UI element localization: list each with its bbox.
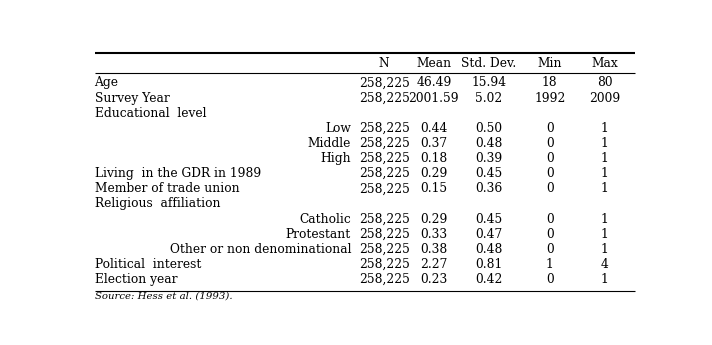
Text: Protestant: Protestant xyxy=(286,228,351,241)
Text: Member of trade union: Member of trade union xyxy=(95,182,239,195)
Text: Religious  affiliation: Religious affiliation xyxy=(95,197,220,210)
Text: 80: 80 xyxy=(597,77,613,89)
Text: Age: Age xyxy=(95,77,118,89)
Text: Source: Hess et al. (1993).: Source: Hess et al. (1993). xyxy=(95,291,232,300)
Text: 0: 0 xyxy=(546,167,554,180)
Text: 0.36: 0.36 xyxy=(476,182,503,195)
Text: 0.50: 0.50 xyxy=(476,122,503,135)
Text: 1: 1 xyxy=(546,258,554,271)
Text: 258,225: 258,225 xyxy=(359,77,409,89)
Text: 18: 18 xyxy=(542,77,557,89)
Text: 258,225: 258,225 xyxy=(359,152,409,165)
Text: Survey Year: Survey Year xyxy=(95,91,169,105)
Text: 1: 1 xyxy=(601,228,609,241)
Text: 0.48: 0.48 xyxy=(476,243,503,256)
Text: 2001.59: 2001.59 xyxy=(409,91,459,105)
Text: 258,225: 258,225 xyxy=(359,122,409,135)
Text: N: N xyxy=(379,58,389,70)
Text: 0.45: 0.45 xyxy=(476,213,503,226)
Text: 0.39: 0.39 xyxy=(476,152,503,165)
Text: 0.23: 0.23 xyxy=(420,273,448,286)
Text: 1992: 1992 xyxy=(534,91,565,105)
Text: Political  interest: Political interest xyxy=(95,258,201,271)
Text: 0.81: 0.81 xyxy=(476,258,503,271)
Text: 5.02: 5.02 xyxy=(476,91,503,105)
Text: High: High xyxy=(320,152,351,165)
Text: 0.48: 0.48 xyxy=(476,137,503,150)
Text: 0.42: 0.42 xyxy=(476,273,503,286)
Text: 258,225: 258,225 xyxy=(359,213,409,226)
Text: 1: 1 xyxy=(601,182,609,195)
Text: 0.47: 0.47 xyxy=(476,228,503,241)
Text: 0.18: 0.18 xyxy=(420,152,448,165)
Text: 0.29: 0.29 xyxy=(420,167,448,180)
Text: 258,225: 258,225 xyxy=(359,228,409,241)
Text: Other or non denominational: Other or non denominational xyxy=(169,243,351,256)
Text: 0.33: 0.33 xyxy=(420,228,447,241)
Text: 0: 0 xyxy=(546,213,554,226)
Text: 258,225: 258,225 xyxy=(359,137,409,150)
Text: 15.94: 15.94 xyxy=(471,77,507,89)
Text: 0.38: 0.38 xyxy=(420,243,448,256)
Text: 1: 1 xyxy=(601,243,609,256)
Text: Election year: Election year xyxy=(95,273,177,286)
Text: Living  in the GDR in 1989: Living in the GDR in 1989 xyxy=(95,167,261,180)
Text: 0: 0 xyxy=(546,243,554,256)
Text: 1: 1 xyxy=(601,137,609,150)
Text: Mean: Mean xyxy=(417,58,451,70)
Text: 4: 4 xyxy=(601,258,609,271)
Text: 0: 0 xyxy=(546,122,554,135)
Text: 0: 0 xyxy=(546,152,554,165)
Text: 258,225: 258,225 xyxy=(359,167,409,180)
Text: 258,225: 258,225 xyxy=(359,273,409,286)
Text: 1: 1 xyxy=(601,167,609,180)
Text: 0.44: 0.44 xyxy=(420,122,448,135)
Text: Std. Dev.: Std. Dev. xyxy=(461,58,517,70)
Text: 258,225: 258,225 xyxy=(359,91,409,105)
Text: 0: 0 xyxy=(546,273,554,286)
Text: 0.45: 0.45 xyxy=(476,167,503,180)
Text: 0.15: 0.15 xyxy=(420,182,447,195)
Text: Max: Max xyxy=(592,58,618,70)
Text: 258,225: 258,225 xyxy=(359,258,409,271)
Text: 258,225: 258,225 xyxy=(359,182,409,195)
Text: 1: 1 xyxy=(601,213,609,226)
Text: 1: 1 xyxy=(601,122,609,135)
Text: 258,225: 258,225 xyxy=(359,243,409,256)
Text: 2009: 2009 xyxy=(590,91,621,105)
Text: Low: Low xyxy=(325,122,351,135)
Text: 0: 0 xyxy=(546,137,554,150)
Text: Catholic: Catholic xyxy=(299,213,351,226)
Text: 46.49: 46.49 xyxy=(417,77,451,89)
Text: 0: 0 xyxy=(546,228,554,241)
Text: Min: Min xyxy=(538,58,562,70)
Text: 1: 1 xyxy=(601,273,609,286)
Text: Middle: Middle xyxy=(308,137,351,150)
Text: 0: 0 xyxy=(546,182,554,195)
Text: Educational  level: Educational level xyxy=(95,107,206,120)
Text: 2.27: 2.27 xyxy=(420,258,448,271)
Text: 0.29: 0.29 xyxy=(420,213,448,226)
Text: 1: 1 xyxy=(601,152,609,165)
Text: 0.37: 0.37 xyxy=(420,137,447,150)
